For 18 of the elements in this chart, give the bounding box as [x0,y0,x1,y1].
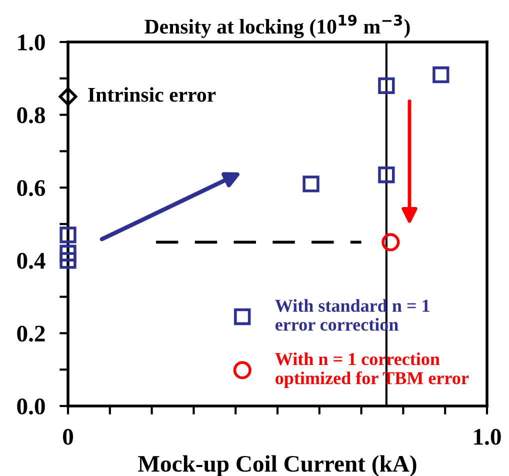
point [382,233,400,252]
point [58,87,78,106]
y-tick-label: 0.6 [17,180,46,196]
point [60,252,76,269]
y-tick-label: 1.0 [18,34,45,51]
point [378,166,395,184]
y-tick-label: 0.8 [17,107,45,124]
point [302,176,320,192]
point [60,226,76,244]
point [432,66,450,84]
x-tick-label: 0 [62,428,74,445]
y-tick-label: 0.4 [17,252,46,269]
point [378,77,395,94]
annotation: Intrinsic error [88,87,216,102]
point [60,244,76,262]
chart-title: Density at locking (10$^{19}$ m$^{−3}$) [144,14,410,38]
y-tick-label: 0.0 [17,398,45,415]
y-tick-label: 0.2 [17,326,45,342]
